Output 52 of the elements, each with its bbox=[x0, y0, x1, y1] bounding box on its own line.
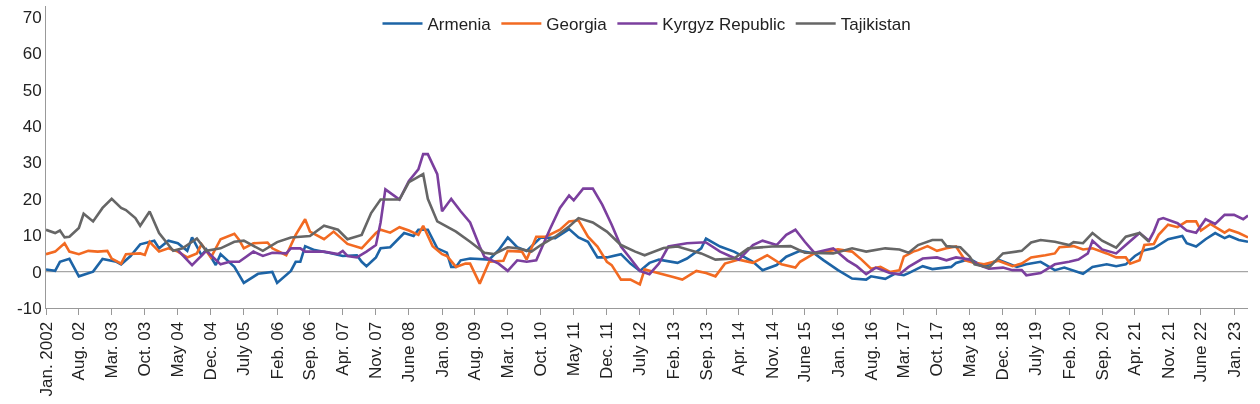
x-tick-label: Apr. 21 bbox=[1125, 321, 1145, 376]
x-tick-label: July 19 bbox=[1026, 321, 1046, 376]
x-tick-label: Jan. 2002 bbox=[36, 321, 56, 397]
y-tick-label: -10 bbox=[17, 298, 42, 318]
x-tick-label: June 15 bbox=[795, 321, 815, 383]
x-tick-label: May 04 bbox=[168, 321, 188, 378]
x-tick-label: Mar. 10 bbox=[498, 321, 518, 379]
x-tick-label: Aug. 09 bbox=[465, 321, 485, 381]
x-tick-label: Apr. 14 bbox=[729, 321, 749, 376]
x-tick-label: Nov. 14 bbox=[762, 321, 782, 380]
x-tick-label: Sep. 20 bbox=[1092, 321, 1112, 381]
x-tick-label: Mar. 03 bbox=[102, 321, 122, 379]
x-tick-label: Aug. 16 bbox=[861, 321, 881, 381]
x-tick-label: Aug. 02 bbox=[69, 321, 89, 381]
x-tick-label: Nov. 21 bbox=[1158, 321, 1178, 380]
legend-label: Georgia bbox=[546, 15, 608, 35]
x-tick-label: Oct. 17 bbox=[927, 321, 947, 377]
x-tick-label: Oct. 03 bbox=[135, 321, 155, 377]
legend-label: Tajikistan bbox=[840, 15, 911, 35]
x-tick-label: Dec. 04 bbox=[201, 321, 221, 381]
y-tick-label: 20 bbox=[22, 189, 42, 209]
x-tick-label: May 18 bbox=[960, 321, 980, 378]
y-tick-label: 10 bbox=[22, 226, 42, 246]
x-tick-label: Feb. 06 bbox=[267, 321, 287, 380]
legend-label: Kyrgyz Republic bbox=[662, 15, 786, 35]
x-tick-label: Dec. 18 bbox=[993, 321, 1013, 381]
y-tick-label: 70 bbox=[22, 7, 42, 27]
x-tick-label: Oct. 10 bbox=[531, 321, 551, 377]
y-tick-label: 40 bbox=[22, 117, 42, 137]
y-tick-label: 60 bbox=[22, 44, 42, 64]
x-tick-label: Jan. 09 bbox=[432, 321, 452, 378]
x-tick-label: Sep. 06 bbox=[300, 321, 320, 381]
x-tick-label: July 12 bbox=[630, 321, 650, 376]
x-tick-label: June 22 bbox=[1191, 321, 1211, 383]
x-tick-label: July 05 bbox=[234, 321, 254, 376]
x-tick-label: Apr. 07 bbox=[333, 321, 353, 376]
line-series bbox=[46, 172, 1151, 269]
x-tick-label: Sep. 13 bbox=[696, 321, 716, 381]
x-tick-label: Jan. 16 bbox=[828, 321, 848, 378]
y-tick-label: 0 bbox=[32, 262, 42, 282]
x-tick-label: Feb. 13 bbox=[663, 321, 683, 380]
x-tick-label: Mar. 17 bbox=[894, 321, 914, 379]
y-tick-label: 50 bbox=[22, 80, 42, 100]
legend-label: Armenia bbox=[427, 15, 492, 35]
x-tick-label: Dec. 11 bbox=[597, 321, 617, 380]
x-tick-label: Jan. 23 bbox=[1224, 321, 1244, 378]
x-tick-label: May 11 bbox=[564, 321, 584, 377]
line-series bbox=[176, 152, 1248, 277]
x-tick-label: Feb. 20 bbox=[1059, 321, 1079, 380]
x-tick-label: June 08 bbox=[399, 321, 419, 383]
y-tick-label: 30 bbox=[22, 153, 42, 173]
x-tick-label: Nov. 07 bbox=[366, 321, 386, 380]
